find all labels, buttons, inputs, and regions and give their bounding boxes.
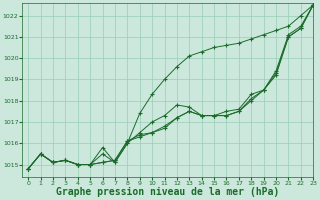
X-axis label: Graphe pression niveau de la mer (hPa): Graphe pression niveau de la mer (hPa)	[56, 187, 279, 197]
